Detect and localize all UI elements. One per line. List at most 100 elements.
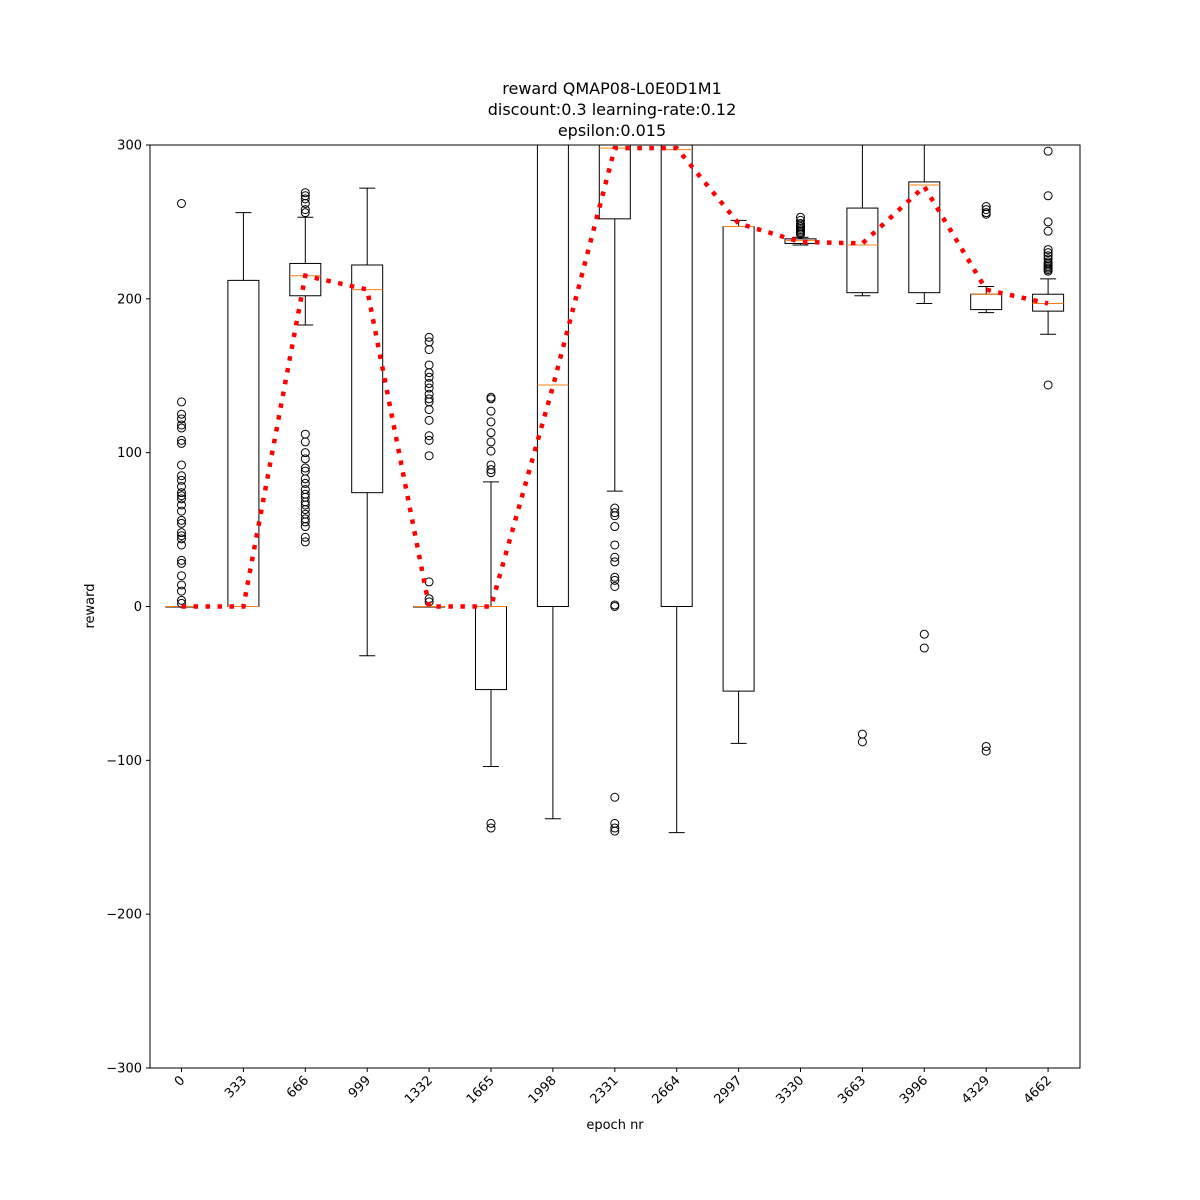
flier-point [424,337,434,347]
x-tick-label: 0 [172,1073,188,1089]
flier-point [1043,146,1053,156]
flier-point [300,485,310,495]
flier-point [1043,248,1053,258]
flier-point [300,448,310,458]
flier-point [300,509,310,519]
flier-point [177,515,186,525]
flier-point [610,508,620,518]
x-tick-label: 3330 [773,1073,807,1107]
x-axis-label: epoch nr [586,1118,644,1133]
flier-point [300,437,310,447]
x-tick-label: 1665 [464,1073,498,1107]
box [784,238,817,244]
x-axis: 0 333 666 999 1332 1665 1998 2331 2664 2997 3330 36… [172,1068,1055,1107]
flier-point [486,460,496,470]
chart-title: reward QMAP08-L0E0D1M1 discount:0.3 lear… [488,79,737,140]
flier-point [300,208,310,218]
flier-point [300,188,310,198]
flier-point [177,571,186,581]
y-tick-label: 100 [117,446,142,461]
flier-point [486,428,496,438]
box [908,181,941,294]
box-group-1332 [413,332,446,608]
box [1032,293,1065,312]
flier-point [177,409,186,419]
flier-point [796,229,805,239]
flier-point [610,540,620,550]
y-tick-label: −300 [106,1062,142,1077]
box-group-2331 [598,144,631,836]
x-tick-label: 2997 [711,1073,745,1107]
flier-point [610,572,620,582]
x-tick-label: 666 [284,1073,312,1101]
flier-point [981,746,991,756]
x-tick-label: 1332 [402,1073,436,1107]
y-axis: −300 −200 −100 0 100 200 300 [106,139,150,1077]
flier-point [610,823,620,833]
flier-point [486,446,496,456]
box-group-3996 [908,144,941,653]
flier-point [177,423,186,433]
flier-point [177,500,186,510]
flier-point [177,491,186,501]
flier-point [981,205,991,215]
box-group-0 [165,198,198,608]
flier-point [424,332,434,342]
flier-point [177,488,186,498]
title-line-3: epsilon:0.015 [558,121,666,140]
flier-point [300,198,310,208]
flier-point [610,503,620,513]
flier-point [919,629,929,639]
flier-point [177,506,186,516]
flier-point [486,468,496,478]
flier-point [177,580,186,590]
flier-point [177,531,186,541]
flier-point [610,557,620,567]
flier-point [177,438,186,448]
box [846,207,879,294]
y-tick-label: 0 [134,600,142,615]
flier-point [300,478,310,488]
flier-point [177,586,186,596]
flier-point [177,534,186,544]
flier-point [300,429,310,439]
flier-point [300,474,310,484]
flier-point [177,420,186,430]
x-tick-label: 3996 [897,1073,931,1107]
box-group-999 [351,187,384,657]
box [475,606,507,691]
flier-point [424,360,434,370]
flier-point [300,500,310,510]
flier-point [486,406,496,416]
flier-point [981,741,991,751]
flier-point [177,198,186,208]
x-tick-label: 2664 [650,1073,684,1107]
flier-point [300,532,310,542]
x-tick-label: 2331 [588,1073,622,1107]
flier-point [424,435,434,445]
flier-point [610,552,620,562]
flier-point [610,602,620,611]
flier-point [610,582,620,592]
box-group-2664 [660,144,693,834]
flier-point [177,555,186,565]
flier-point [177,518,186,528]
flier-point [424,431,434,441]
flier-point [610,522,620,532]
box-group-666 [289,188,322,547]
flier-point [610,826,620,836]
box-group-3330 [784,212,817,246]
flier-point [486,818,496,828]
flier-point [424,345,434,355]
flier-point [177,558,186,568]
flier-point [300,517,310,527]
flier-point [300,505,310,515]
flier-point [919,643,929,653]
flier-point [177,414,186,424]
flier-point [177,475,186,485]
box-group-1665 [475,392,507,833]
flier-point [857,729,867,739]
flier-point [300,454,310,464]
